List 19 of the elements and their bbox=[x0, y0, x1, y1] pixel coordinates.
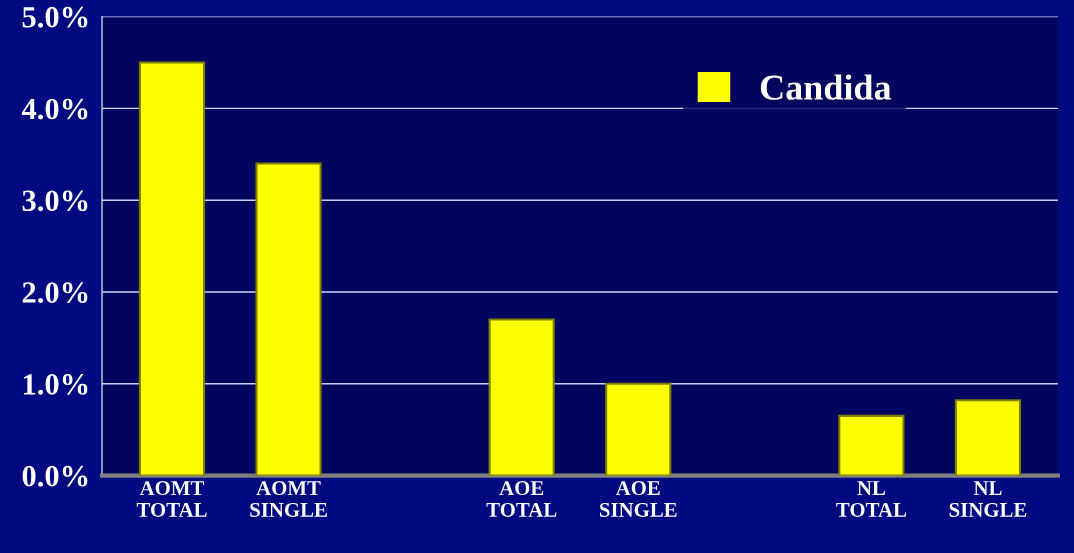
y-tick-label: 3.0% bbox=[22, 190, 88, 212]
x-tick-label: AOMT SINGLE bbox=[250, 481, 327, 517]
bar bbox=[954, 399, 1022, 476]
y-tick-label: 0.0% bbox=[22, 465, 88, 487]
bar bbox=[838, 414, 905, 476]
x-tick-label: AOE TOTAL bbox=[486, 481, 557, 517]
x-tick-label: AOMT TOTAL bbox=[136, 481, 207, 517]
y-tick-label: 1.0% bbox=[23, 374, 88, 395]
y-tick-label: 2.0% bbox=[22, 282, 88, 304]
bar bbox=[138, 61, 206, 476]
y-tick-label: 4.0% bbox=[21, 98, 88, 120]
x-tick-label: AOE SINGLE bbox=[599, 481, 677, 517]
legend-label: Candida bbox=[760, 74, 892, 100]
x-tick-label: NL TOTAL bbox=[836, 481, 907, 517]
bar bbox=[255, 162, 322, 476]
y-tick-label: 5.0% bbox=[22, 6, 88, 28]
bar bbox=[605, 382, 672, 476]
bar bbox=[488, 318, 555, 476]
x-tick-label: NL SINGLE bbox=[949, 481, 1027, 517]
